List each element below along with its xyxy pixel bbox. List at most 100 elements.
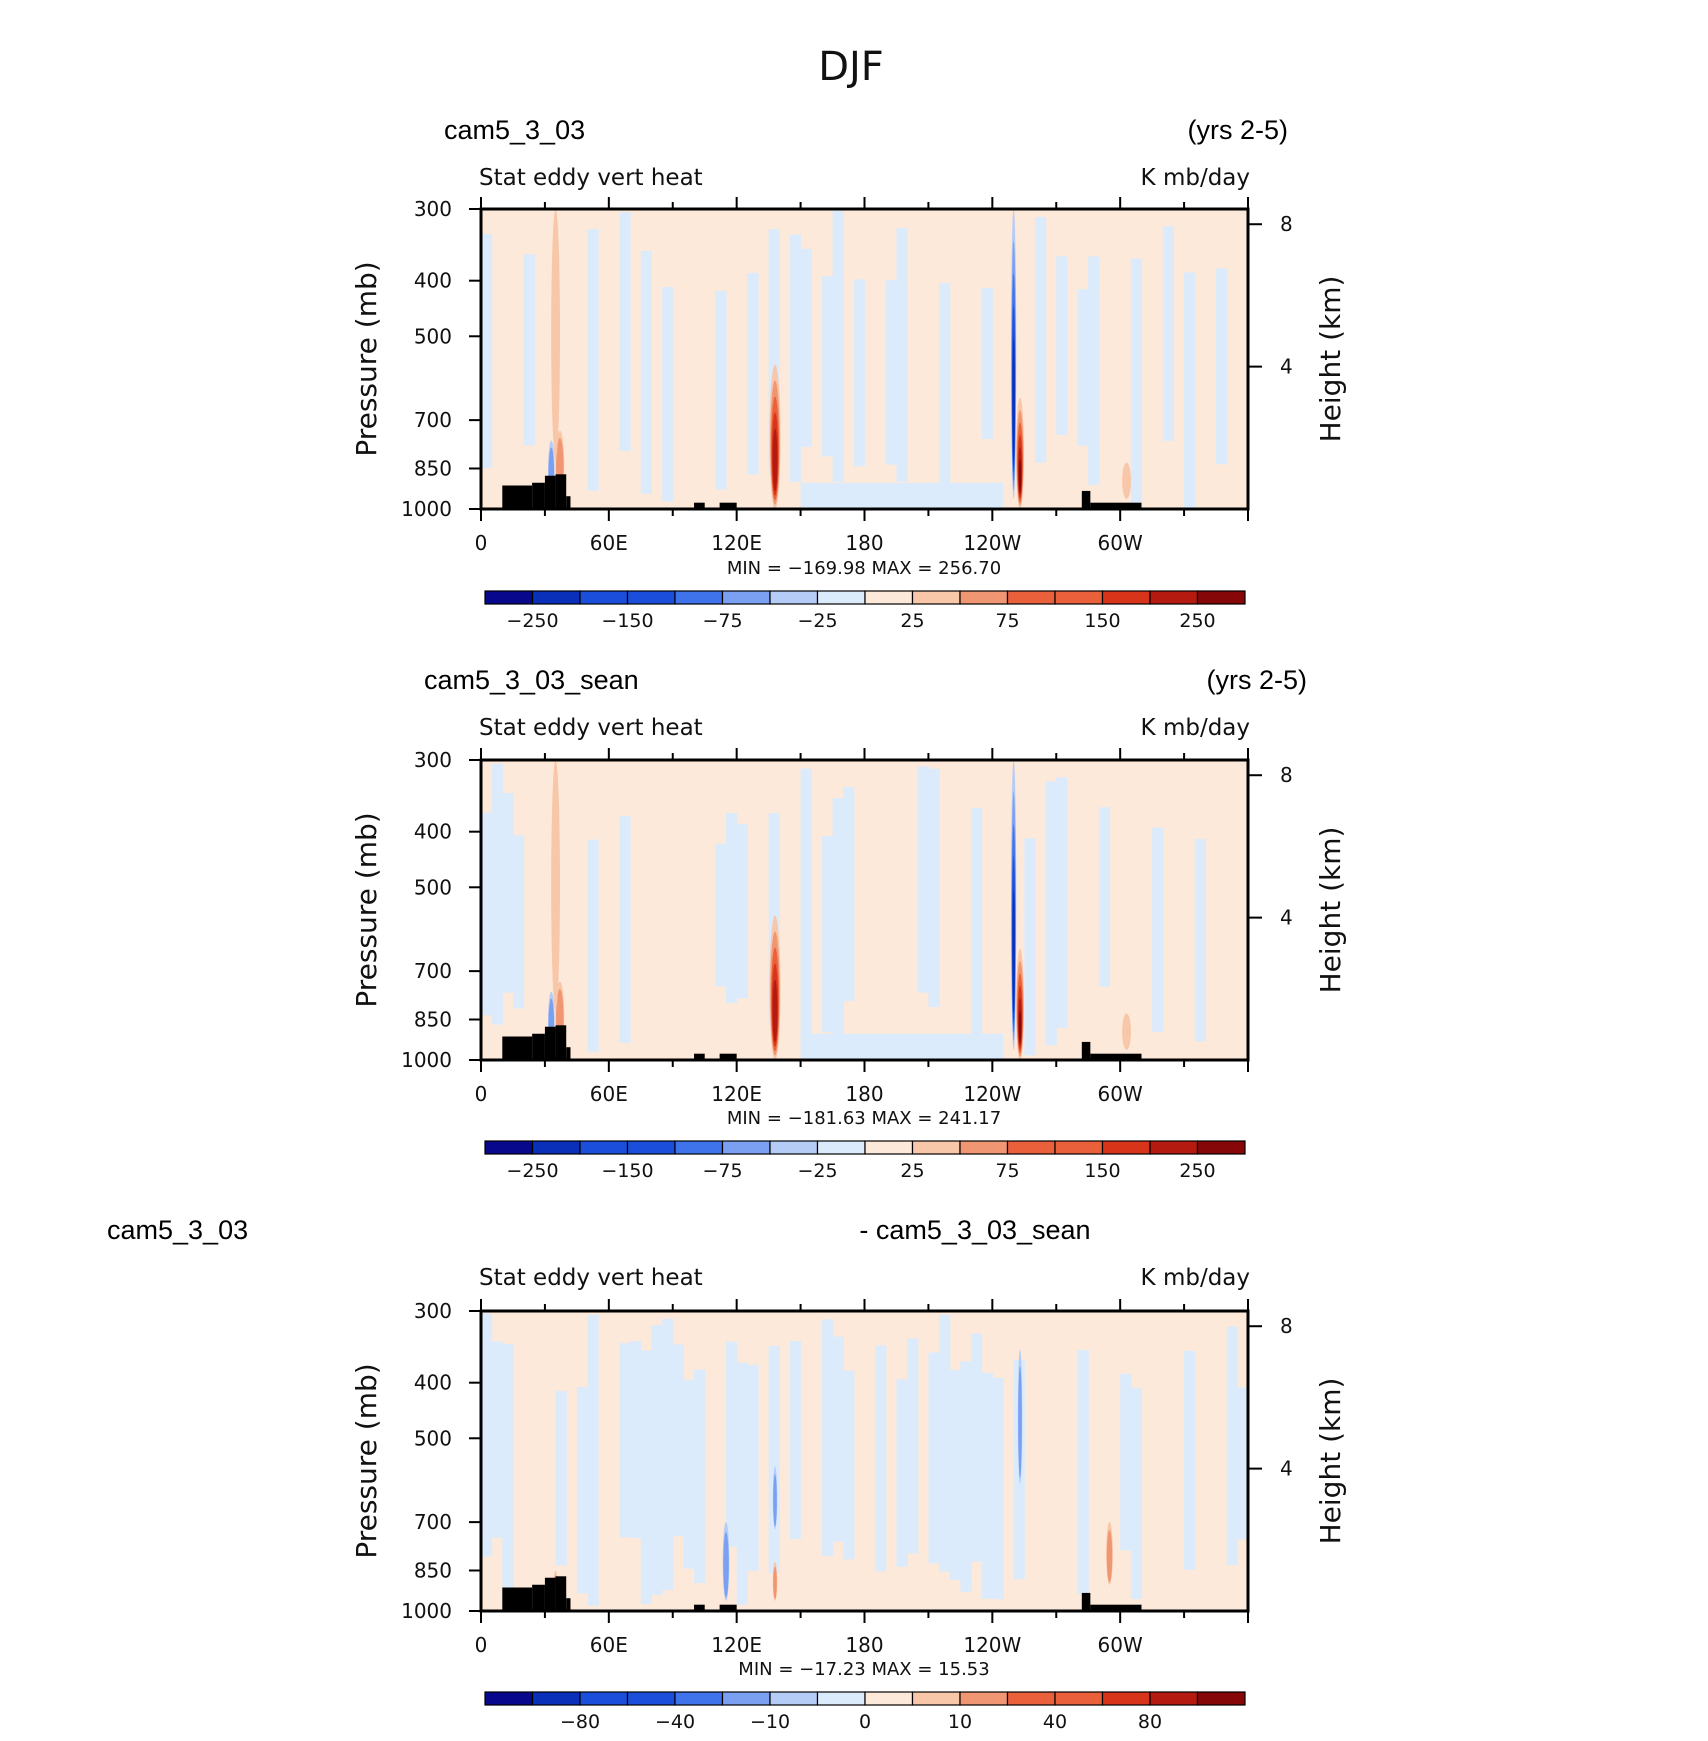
field-band [587,1314,599,1606]
field-band [971,807,983,1048]
field-band [1130,1387,1143,1600]
x-tick-label: 60W [1098,1082,1143,1106]
y-tick-label: 1000 [401,1048,452,1072]
field-feature [773,1566,777,1600]
field-band [821,835,834,1033]
landmask-block [719,1053,737,1060]
field-feature [1018,459,1022,492]
field-band [939,1314,951,1572]
colorbar-box [674,590,724,605]
figure-title: DJF [818,44,884,90]
colorbar-label: −250 [506,1160,558,1182]
landmask-block [694,1604,705,1611]
field-band [1120,1373,1132,1551]
height-tick-label: 4 [1280,355,1293,379]
field-band [832,210,844,482]
field-band [896,227,908,482]
colorbar-box [1196,1691,1246,1706]
panel-1-left-title: cam5_3_03 [444,115,585,145]
x-tick-label: 120W [963,531,1021,555]
panel-3-colorbar: −80 −40 −10 0 10 40 80 [484,1691,1246,1733]
field-band [1237,1387,1248,1540]
field-band [715,843,727,987]
y-tick-label: 700 [414,959,452,983]
field-band [736,1362,748,1605]
landmask-block [555,1025,567,1060]
colorbar-box [626,1140,676,1155]
panel-1-axes: 0 60E 120E 180 120W 60W 300 400 500 700 850 1000 8 4 [401,197,1293,555]
panel-1-field [481,209,1248,509]
colorbar-box [1054,1691,1104,1706]
x-tick-label: 180 [845,531,883,555]
colorbar-box [769,1140,819,1155]
colorbar-box [1101,1691,1151,1706]
landmask-block [566,1047,571,1060]
field-band [523,254,535,446]
panel-2-right-title: (yrs 2-5) [1207,665,1308,695]
colorbar-box [769,1691,819,1706]
field-band [619,816,631,1043]
field-band [1216,268,1228,465]
colorbar-box [1054,1140,1104,1155]
colorbar-label: −25 [797,610,837,632]
field-feature [1122,1013,1131,1050]
colorbar-box [816,590,866,605]
panel-2-left-title: cam5_3_03_sean [424,665,639,695]
colorbar-box [911,1140,961,1155]
landmask-block [1081,490,1091,509]
colorbar-box [1149,590,1199,605]
colorbar-label: −40 [655,1711,695,1733]
field-band [1130,258,1143,508]
field-band [1098,807,1111,987]
colorbar-label: −25 [797,1160,837,1182]
field-band [800,482,1003,509]
colorbar-box [531,590,581,605]
field-band [512,835,525,1009]
colorbar-box [864,590,914,605]
x-tick-label: 60E [590,1082,628,1106]
y-tick-label: 500 [414,1426,452,1450]
y-tick-label: 500 [414,875,452,899]
landmask-block [1081,1592,1091,1611]
panel-3-field [481,1311,1248,1611]
field-band [736,824,748,999]
field-band [726,813,738,1003]
landmask-block [555,474,567,509]
field-band [491,1341,503,1538]
field-band [587,839,599,1052]
landmask-block [502,1036,533,1060]
field-band [981,287,993,440]
field-band [832,797,844,1046]
field-band [694,1369,706,1584]
field-band [481,1313,493,1557]
colorbar-box [1101,1140,1151,1155]
x-tick-label: 120E [711,1633,762,1657]
y-tick-label: 300 [414,197,452,221]
colorbar-box [531,1691,581,1706]
field-band [885,280,898,465]
colorbar-label: −75 [702,610,742,632]
panel-1-bands [481,210,1228,509]
field-feature [772,979,778,1043]
colorbar-label: 40 [1043,1711,1067,1733]
field-feature [773,1474,777,1527]
panel-2-features [548,760,1131,1060]
field-feature [551,760,560,1011]
field-band [1077,289,1089,446]
field-band [587,228,599,491]
panel-2: cam5_3_03_sean (yrs 2-5) Stat eddy vert … [350,665,1347,1182]
colorbar-box [816,1140,866,1155]
panel-1-minmax: MIN = −169.98 MAX = 256.70 [727,558,1001,579]
colorbar-box [579,1140,629,1155]
landmask-block [1090,502,1142,509]
field-band [907,1338,919,1554]
x-tick-label: 180 [845,1082,883,1106]
panel-2-minmax: MIN = −181.63 MAX = 241.17 [727,1108,1001,1129]
panel-3-subtitle-left: Stat eddy vert heat [479,1265,703,1291]
field-band [875,1345,887,1572]
colorbar-box [484,1140,534,1155]
panel-3-subtitle-right: K mb/day [1141,1265,1250,1291]
y-tick-label: 500 [414,324,452,348]
y-tick-label: 700 [414,408,452,432]
